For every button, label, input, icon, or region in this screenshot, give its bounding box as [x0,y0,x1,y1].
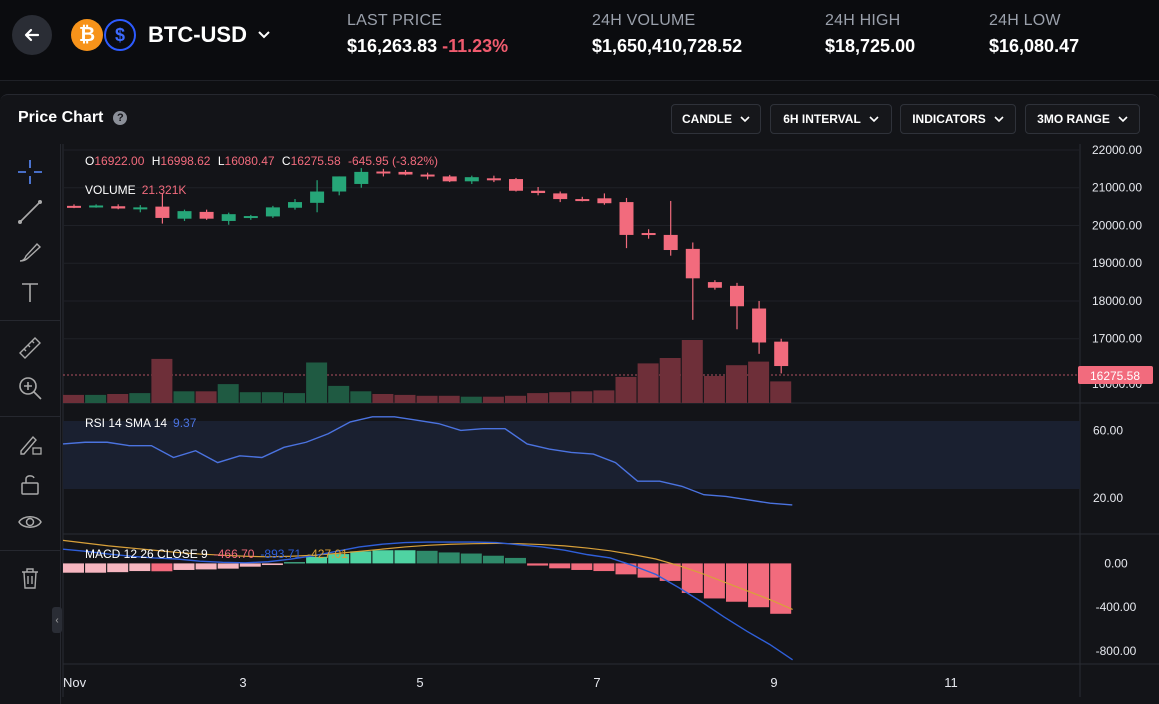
zoom-in-icon [19,377,42,400]
stat-last-price: LAST PRICE $16,263.83 -11.23% [347,12,509,56]
chevron-down-icon [869,115,879,122]
ruler-icon [19,337,41,359]
help-icon[interactable]: ? [113,111,128,125]
chart-type-button[interactable]: CANDLE [671,104,761,134]
pencil-lock-icon [20,435,42,455]
brush-tool[interactable] [14,236,46,268]
stat-volume: 24H VOLUME $1,650,410,728.52 [592,12,743,56]
zoom-tool[interactable] [14,372,46,404]
trend-line-icon [18,200,42,224]
eye-icon [18,516,42,528]
trendline-tool[interactable] [14,196,46,228]
bitcoin-icon: ₿ [71,19,103,51]
text-icon [22,283,38,302]
trash-icon [22,568,38,589]
chevron-down-icon [1118,115,1128,122]
unlock-icon [21,475,39,495]
visibility-tool[interactable] [14,506,46,538]
interval-button[interactable]: 6H INTERVAL [770,104,892,134]
delete-tool[interactable] [14,562,46,594]
chevron-down-icon [258,31,270,39]
stat-high: 24H HIGH $18,725.00 [825,12,916,56]
range-button[interactable]: 3MO RANGE [1025,104,1140,134]
collapse-toolbar-button[interactable]: ‹ [52,607,62,633]
panel-title: Price Chart ? [18,109,128,127]
indicators-button[interactable]: INDICATORS [900,104,1016,134]
text-tool[interactable] [14,276,46,308]
measure-tool[interactable] [14,332,46,364]
back-button[interactable] [12,15,52,55]
dollar-icon: $ [104,19,136,51]
crosshair-icon [18,160,42,184]
chevron-down-icon [740,115,750,122]
crosshair-tool[interactable] [14,156,46,188]
brush-icon [19,242,42,262]
stat-low: 24H LOW $16,080.47 [989,12,1080,56]
drawing-toolbar [0,144,61,704]
pair-selector[interactable]: BTC-USD [148,22,271,48]
price-change: -11.23% [442,36,509,56]
top-bar: ₿ $ BTC-USD LAST PRICE $16,263.83 -11.23… [0,0,1159,81]
lock-tool[interactable] [14,468,46,500]
edit-drawings-tool[interactable] [14,428,46,460]
arrow-left-icon [24,28,40,42]
chevron-down-icon [994,115,1004,122]
last-price-value: $16,263.83 [347,36,438,56]
price-chart-panel: Price Chart ? CANDLE 6H INTERVAL INDICAT… [0,94,1159,704]
pair-label: BTC-USD [148,22,247,47]
